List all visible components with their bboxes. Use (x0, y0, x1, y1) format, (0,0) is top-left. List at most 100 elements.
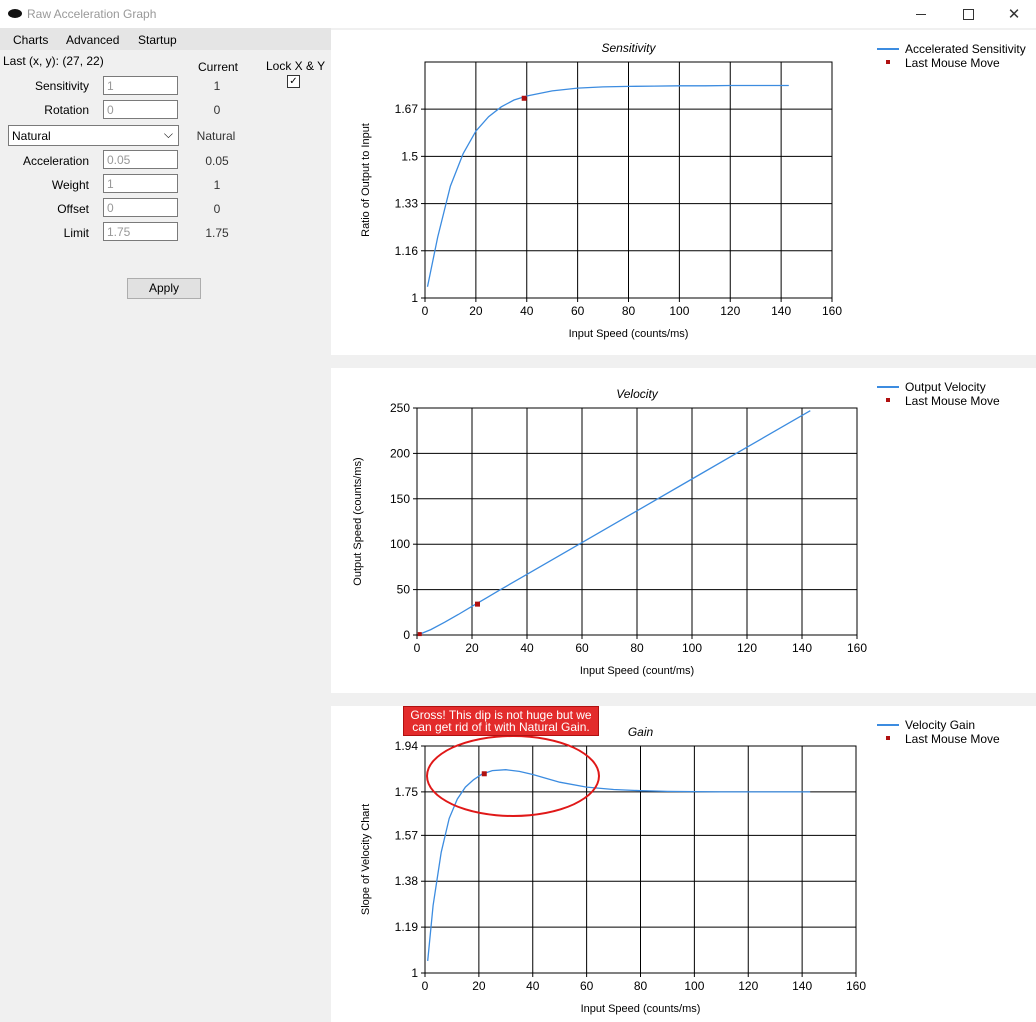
y-tick-label: 1.38 (395, 874, 419, 888)
x-tick-label: 160 (846, 979, 866, 993)
y-tick-label: 1.67 (395, 102, 419, 116)
x-tick-label: 120 (720, 304, 740, 318)
accel-type-value: Natural (12, 129, 51, 143)
weight-label: Weight (51, 178, 89, 192)
legend-marker-swatch (886, 60, 890, 64)
series-line (419, 410, 811, 635)
lock-xy-label: Lock X & Y (266, 59, 326, 73)
sensitivity-label: Sensitivity (34, 79, 89, 93)
x-tick-label: 100 (682, 641, 702, 655)
last-xy-readout: Last (x, y): (27, 22) (3, 54, 104, 68)
x-tick-label: 60 (580, 979, 594, 993)
legend-series-label: Velocity Gain (905, 718, 975, 732)
menu-bar: Charts Advanced Startup (0, 28, 331, 50)
x-tick-label: 40 (520, 641, 534, 655)
x-tick-label: 40 (526, 979, 540, 993)
x-tick-label: 80 (622, 304, 636, 318)
checkmark-icon: ✓ (289, 76, 298, 87)
maximize-icon (962, 8, 974, 20)
y-tick-label: 150 (390, 492, 410, 506)
x-tick-label: 40 (520, 304, 534, 318)
velocity-chart: Velocity 0 20 40 60 80 100 120 140 160 0 50 100 150 20… (331, 368, 1036, 693)
plot-frame (424, 745, 857, 974)
chart-background (331, 368, 1036, 693)
accel-type-dropdown[interactable]: Natural ⌵ (8, 125, 179, 146)
y-tick-label: 1 (411, 966, 418, 980)
weight-current: 1 (213, 178, 221, 192)
x-tick-label: 100 (684, 979, 704, 993)
series-line (426, 84, 789, 287)
last-mouse-move-marker (475, 601, 480, 607)
y-tick-label: 1.19 (395, 920, 419, 934)
limit-label: Limit (63, 226, 89, 240)
sensitivity-input[interactable]: 1 (103, 76, 178, 95)
x-tick-label: 160 (822, 304, 842, 318)
app-icon (8, 9, 22, 18)
chart-title: Velocity (616, 387, 659, 401)
x-tick-label: 140 (792, 641, 812, 655)
x-tick-label: 0 (422, 304, 429, 318)
rotation-input[interactable]: 0 (103, 100, 178, 119)
rotation-label: Rotation (44, 103, 89, 117)
title-bar: Raw Acceleration Graph ✕ (0, 0, 1036, 28)
x-tick-label: 0 (414, 641, 421, 655)
plot-frame (416, 407, 858, 636)
sensitivity-chart: Sensitivity 0 20 40 60 80 100 120 140 160 1 1.16 1.3… (331, 30, 1036, 355)
acceleration-input[interactable]: 0.05 (103, 150, 178, 169)
y-tick-label: 1.33 (395, 197, 419, 211)
x-tick-label: 20 (465, 641, 479, 655)
apply-button[interactable]: Apply (127, 278, 201, 299)
x-tick-label: 120 (738, 979, 758, 993)
minimize-button[interactable] (898, 0, 944, 28)
y-tick-label: 50 (397, 583, 411, 597)
last-mouse-move-marker (521, 95, 527, 101)
offset-current: 0 (213, 202, 221, 216)
rotation-current: 0 (213, 103, 221, 117)
gain-chart: Gain 0 20 40 60 80 100 120 140 160 1 1.19 1.38 1.57 1.… (331, 706, 1036, 1022)
offset-input[interactable]: 0 (103, 198, 178, 217)
legend-marker-label: Last Mouse Move (905, 56, 1000, 70)
menu-charts[interactable]: Charts (13, 33, 49, 47)
lock-xy-checkbox[interactable]: ✓ (287, 75, 300, 88)
offset-label: Offset (57, 202, 89, 216)
legend-marker-swatch (886, 398, 890, 402)
y-tick-label: 200 (390, 446, 410, 460)
close-icon: ✕ (1007, 5, 1021, 23)
y-tick-label: 1.16 (395, 244, 419, 258)
x-axis-label: Input Speed (counts/ms) (581, 1003, 701, 1015)
minimize-icon (916, 13, 926, 15)
limit-input[interactable]: 1.75 (103, 222, 178, 241)
legend-series-label: Accelerated Sensitivity (905, 42, 1026, 56)
y-tick-label: 1 (411, 291, 418, 305)
annotation-callout: Gross! This dip is not huge but we can g… (403, 706, 599, 736)
legend-marker-label: Last Mouse Move (905, 732, 1000, 746)
acceleration-label: Acceleration (22, 154, 89, 168)
x-tick-label: 140 (771, 304, 791, 318)
legend-marker-label: Last Mouse Move (905, 394, 1000, 408)
x-tick-label: 160 (847, 641, 867, 655)
close-button[interactable]: ✕ (991, 0, 1036, 28)
x-tick-label: 80 (630, 641, 644, 655)
x-tick-label: 60 (575, 641, 589, 655)
y-tick-label: 1.5 (401, 149, 418, 163)
menu-startup[interactable]: Startup (138, 33, 177, 47)
legend-marker-swatch (886, 736, 890, 740)
y-tick-label: 1.75 (395, 785, 419, 799)
x-tick-label: 80 (634, 979, 648, 993)
chart-background (331, 706, 1036, 1022)
acceleration-current: 0.05 (205, 154, 229, 168)
annotation-ellipse (426, 735, 600, 817)
x-tick-label: 120 (737, 641, 757, 655)
x-tick-label: 140 (792, 979, 812, 993)
y-tick-label: 100 (390, 537, 410, 551)
y-tick-label: 1.94 (395, 739, 419, 753)
x-axis-label: Input Speed (count/ms) (580, 665, 694, 677)
weight-input[interactable]: 1 (103, 174, 178, 193)
maximize-button[interactable] (945, 0, 991, 28)
y-axis-label: Ratio of Output to Input (360, 123, 372, 237)
menu-advanced[interactable]: Advanced (66, 33, 120, 47)
legend-series-label: Output Velocity (905, 380, 986, 394)
x-tick-label: 60 (571, 304, 585, 318)
x-tick-label: 20 (472, 979, 486, 993)
x-tick-label: 100 (669, 304, 689, 318)
